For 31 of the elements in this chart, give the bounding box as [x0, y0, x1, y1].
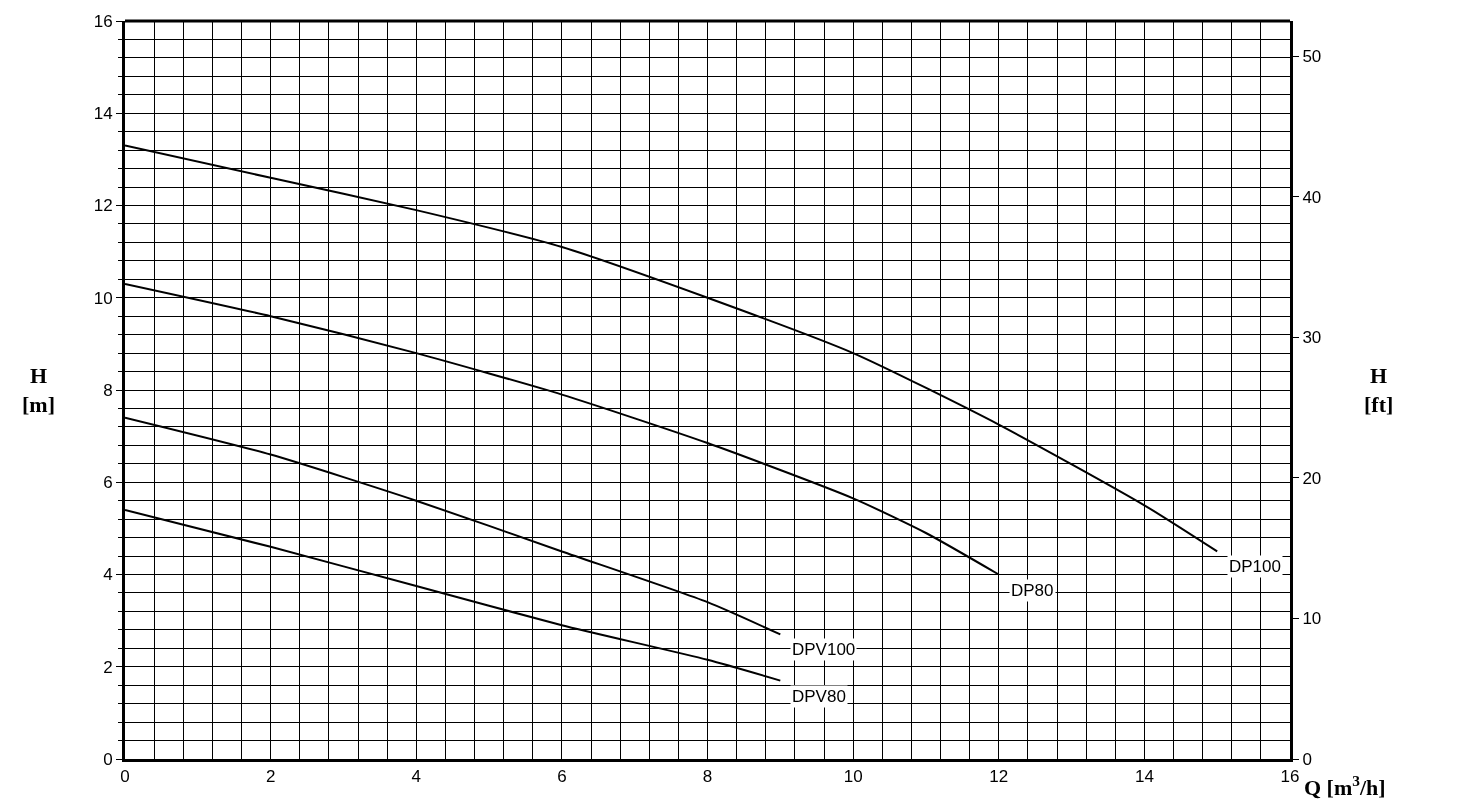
- x-tick-label: 0: [120, 767, 130, 787]
- y-tick-label: 14: [93, 104, 113, 124]
- y2-axis-title: H [ft]: [1364, 363, 1394, 417]
- y-tick-label: 10: [93, 288, 113, 308]
- y-tick-label: 8: [103, 380, 113, 400]
- x-tick-label: 4: [411, 767, 421, 787]
- y-tick-label: 12: [93, 196, 113, 216]
- y-axis-title: H [m]: [22, 363, 55, 417]
- x-tick-label: 14: [1134, 767, 1154, 787]
- x-tick-label: 16: [1280, 767, 1300, 787]
- y-tick-label: 2: [103, 657, 113, 677]
- x-tick-label: 10: [843, 767, 863, 787]
- series-label: DP80: [1011, 581, 1054, 600]
- y-tick-label: 4: [103, 565, 113, 585]
- y2-tick-label: 10: [1302, 609, 1322, 629]
- y-tick-label: 0: [103, 749, 113, 769]
- y2-tick-label: 0: [1302, 749, 1312, 769]
- series-label: DPV80: [792, 687, 846, 706]
- x-axis-title: Q [m$^{3}$/h]: [1304, 772, 1386, 801]
- x-tick-label: 8: [702, 767, 713, 787]
- y2-tick-label: 40: [1302, 187, 1322, 207]
- x-tick-label: 2: [265, 767, 276, 787]
- y2-tick-label: 30: [1302, 328, 1322, 348]
- x-tick-label: 12: [989, 767, 1009, 787]
- x-tick-label: 6: [557, 767, 567, 787]
- y2-tick-label: 50: [1302, 46, 1322, 66]
- y-tick-label: 16: [93, 11, 113, 31]
- y-tick-label: 6: [103, 473, 113, 493]
- series-label: DPV100: [792, 640, 856, 659]
- series-label: DP100: [1229, 557, 1281, 576]
- y2-tick-label: 20: [1302, 468, 1322, 488]
